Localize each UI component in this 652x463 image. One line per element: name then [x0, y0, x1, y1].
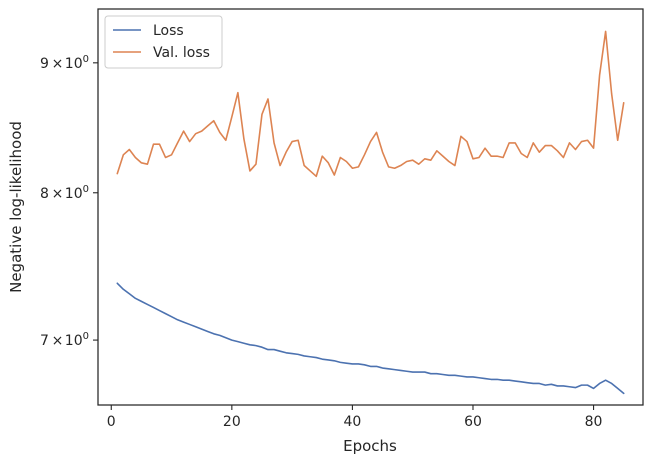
x-axis-label: Epochs: [343, 437, 397, 455]
x-tick-label: 40: [343, 414, 361, 430]
x-axis-ticks: 0 20 40 60 80: [107, 405, 603, 430]
y-tick-label: 7 × 100: [40, 331, 89, 349]
legend: Loss Val. loss: [104, 15, 223, 69]
y-axis-ticks: 7 × 100 8 × 100 9 × 100: [40, 54, 98, 349]
series-line-loss: [116, 282, 625, 395]
legend-box: [104, 15, 223, 69]
x-tick-label: 20: [223, 414, 241, 430]
y-tick-label: 8 × 100: [40, 184, 89, 202]
x-tick-label: 80: [585, 414, 603, 430]
x-tick-label: 60: [464, 414, 482, 430]
legend-label-loss: Loss: [153, 23, 184, 39]
series-line-val-loss: [116, 30, 625, 178]
y-axis-label: Negative log-likelihood: [7, 121, 25, 293]
y-tick-label: 9 × 100: [40, 54, 89, 72]
legend-label-val-loss: Val. loss: [153, 45, 210, 61]
plot-frame: [97, 8, 644, 406]
plot-lines: [116, 30, 625, 395]
x-tick-label: 0: [107, 414, 116, 430]
